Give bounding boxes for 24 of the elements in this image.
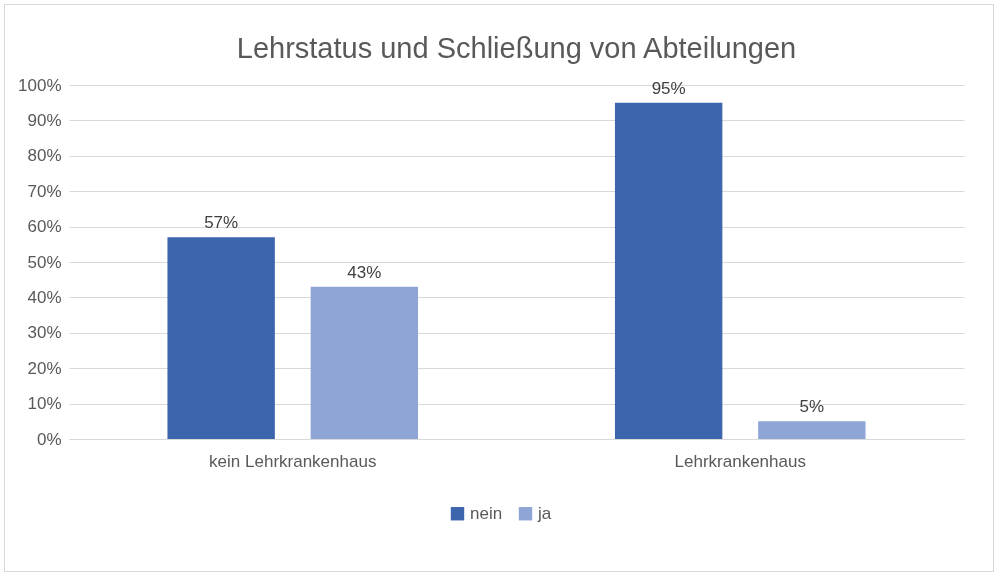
bar xyxy=(310,286,419,439)
data-label: 5% xyxy=(799,397,825,417)
y-tick-label: 30% xyxy=(27,323,62,343)
y-tick-label: 80% xyxy=(27,146,62,166)
y-tick-label: 70% xyxy=(27,181,62,201)
bar xyxy=(614,102,723,439)
legend-label: ja xyxy=(537,503,552,523)
data-label: 57% xyxy=(204,213,239,233)
y-tick-label: 20% xyxy=(27,358,62,378)
y-tick-label: 100% xyxy=(18,75,62,95)
y-tick-label: 10% xyxy=(27,394,62,414)
x-tick-label: kein Lehrkrankenhaus xyxy=(209,451,377,471)
chart-title: Lehrstatus und Schließung von Abteilungen xyxy=(236,32,797,64)
y-tick-label: 90% xyxy=(27,110,62,130)
y-tick-label: 0% xyxy=(36,429,62,449)
data-label: 95% xyxy=(651,78,686,98)
legend-label: nein xyxy=(470,503,503,523)
y-tick-label: 40% xyxy=(27,287,62,307)
bar xyxy=(758,421,866,439)
data-label: 43% xyxy=(347,262,382,282)
y-tick-label: 50% xyxy=(27,252,62,272)
bar xyxy=(167,237,275,439)
x-tick-label: Lehrkrankenhaus xyxy=(674,451,806,471)
y-tick-label: 60% xyxy=(27,217,62,237)
